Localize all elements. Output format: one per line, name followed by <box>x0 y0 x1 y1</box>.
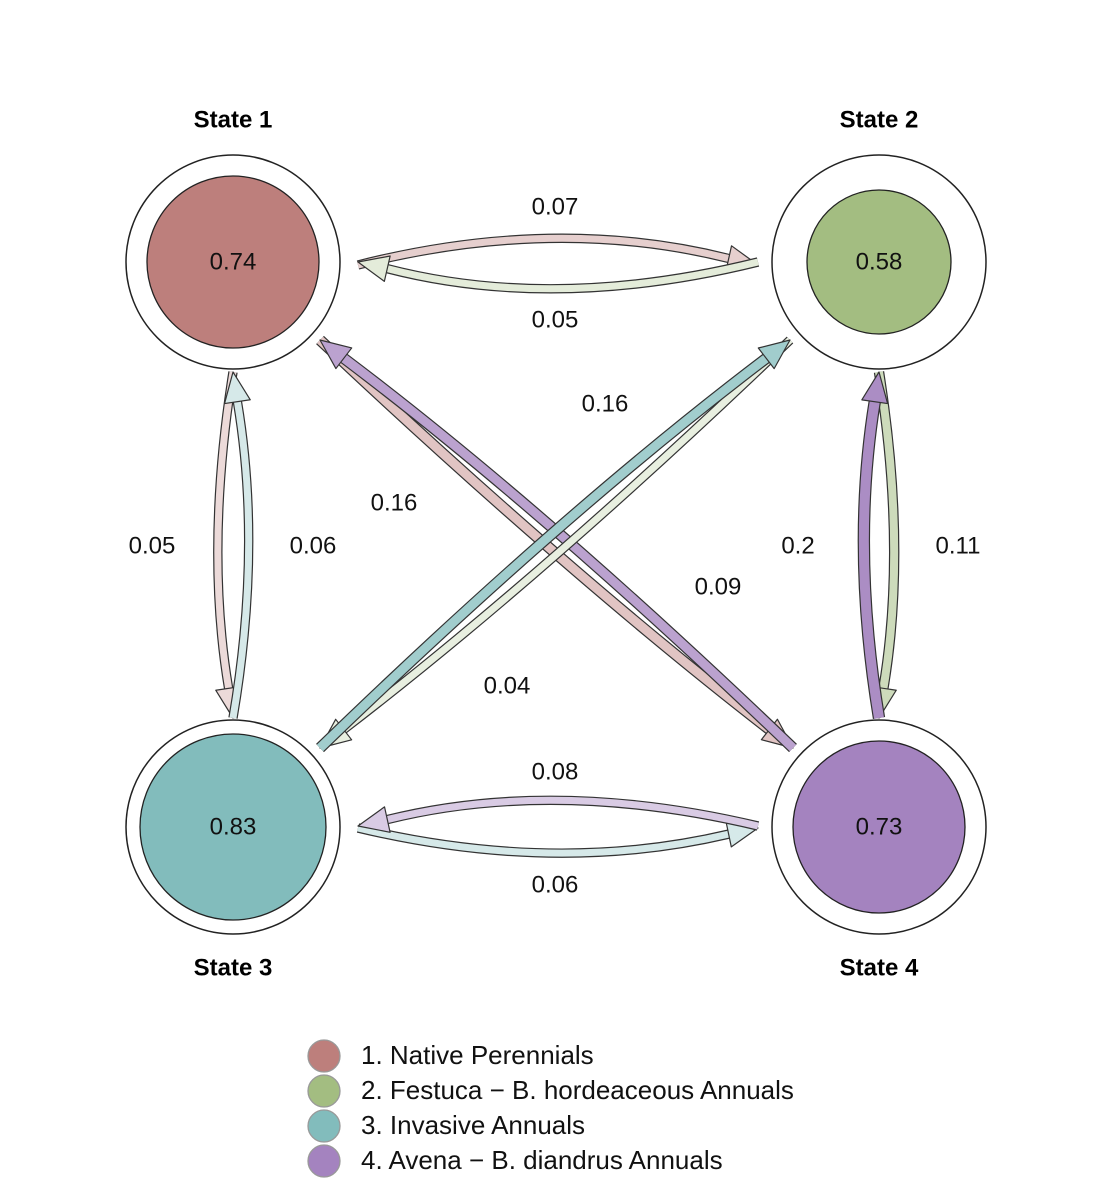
legend-label-2: 2. Festuca − B. hordeaceous Annuals <box>361 1075 794 1105</box>
legend-swatch-2 <box>307 1074 341 1108</box>
transition-labels: 0.07 0.05 0.05 0.06 0.06 0.08 0.11 0.2 0.09 0.16 0… <box>129 193 981 898</box>
arrowhead-3-to-1 <box>223 371 251 405</box>
state-nodes: 0.74 State 1 0.58 State 2 0.83 State 3 0.73 Sta… <box>125 106 987 981</box>
arrow-4-to-2 <box>858 400 884 719</box>
legend: 1. Native Perennials 2. Festuca − B. hord… <box>307 1039 794 1178</box>
legend-swatch-1 <box>307 1039 341 1073</box>
transition-label-1-to-4: 0.09 <box>695 573 742 600</box>
transition-label-2-to-4: 0.11 <box>936 532 981 559</box>
arrow-3-to-2 <box>316 354 769 752</box>
arrowhead-4-to-2 <box>861 371 889 405</box>
transition-label-3-to-1: 0.06 <box>290 532 337 559</box>
state-1-title: State 1 <box>194 106 273 133</box>
arrowhead-4-to-3 <box>357 806 391 833</box>
legend-label-3: 3. Invasive Annuals <box>361 1110 585 1140</box>
arrowhead-2-to-1 <box>357 255 391 282</box>
state-3-circle <box>139 733 327 921</box>
state-4-title: State 4 <box>840 954 919 981</box>
transition-label-1-to-2: 0.07 <box>532 193 579 220</box>
legend-swatch-4 <box>307 1144 341 1178</box>
transition-label-3-to-2: 0.16 <box>582 390 629 417</box>
legend-swatch-3 <box>307 1109 341 1143</box>
arrowhead-3-to-2 <box>757 339 791 370</box>
arrow-3-to-4 <box>357 824 730 857</box>
transition-label-2-to-3: 0.04 <box>484 672 531 699</box>
arrow-3-to-1 <box>229 401 253 719</box>
transition-label-2-to-1: 0.05 <box>532 306 579 333</box>
arrowhead-4-to-1 <box>319 339 353 370</box>
state-node-2: 0.58 State 2 <box>771 106 987 370</box>
legend-label-1: 1. Native Perennials <box>361 1040 594 1070</box>
state-node-3: 0.83 State 3 <box>125 719 341 981</box>
transition-label-1-to-3: 0.05 <box>129 532 176 559</box>
transition-label-3-to-4: 0.06 <box>532 871 579 898</box>
state-node-1: 0.74 State 1 <box>125 106 341 370</box>
arrow-2-to-1 <box>386 258 759 293</box>
state-2-circle <box>806 189 952 335</box>
arrow-4-to-3 <box>386 796 759 830</box>
state-node-4: 0.73 State 4 <box>771 719 987 981</box>
transition-label-4-to-2: 0.2 <box>781 532 814 559</box>
state-4-circle <box>792 740 966 914</box>
arrow-2-to-4 <box>875 371 899 689</box>
state-1-persistence-value: 0.74 <box>210 248 257 275</box>
state-1-circle <box>146 175 320 349</box>
transition-arrows <box>213 233 900 858</box>
state-3-title: State 3 <box>194 954 273 981</box>
state-2-title: State 2 <box>840 106 919 133</box>
arrow-2-to-3 <box>341 337 793 733</box>
transition-label-4-to-3: 0.08 <box>532 758 579 785</box>
arrow-1-to-2 <box>357 234 730 269</box>
state-4-persistence-value: 0.73 <box>856 813 903 840</box>
state-2-persistence-value: 0.58 <box>856 248 903 275</box>
transition-label-4-to-1: 0.16 <box>371 489 418 516</box>
state-3-persistence-value: 0.83 <box>210 813 257 840</box>
legend-label-4: 4. Avena − B. diandrus Annuals <box>361 1145 723 1175</box>
arrow-1-to-3 <box>214 371 237 689</box>
